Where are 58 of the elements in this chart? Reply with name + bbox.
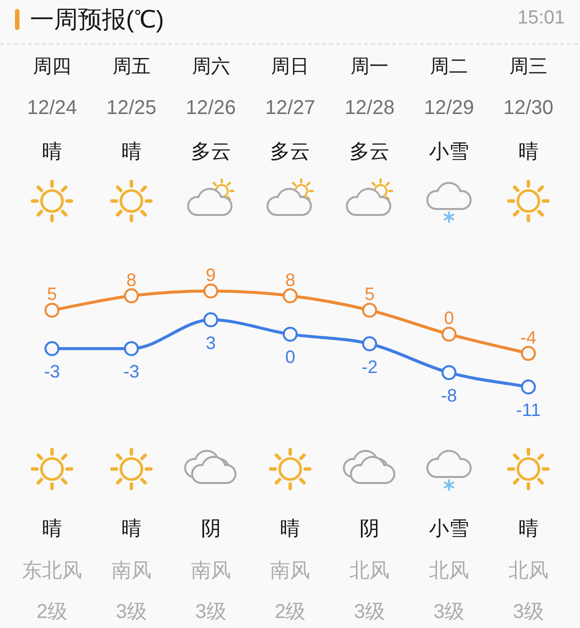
point xyxy=(362,336,378,352)
text: 阴 xyxy=(360,518,380,540)
chart-subtitle: 15:01 xyxy=(517,8,565,28)
text: 北风 xyxy=(350,560,390,582)
text: 晴 xyxy=(121,518,142,540)
data-label: 3 xyxy=(206,332,216,353)
data-label: 5 xyxy=(46,284,58,304)
data-label: 8 xyxy=(126,270,136,290)
x-tick-label: 周五 12/25 晴 xyxy=(106,56,156,163)
point xyxy=(203,312,218,328)
text: 南风 xyxy=(190,560,231,582)
data-label: -3 xyxy=(44,362,60,382)
data-label: 9 xyxy=(206,265,216,285)
text: 3级 xyxy=(116,601,147,623)
text: 2级 xyxy=(274,601,306,623)
data-label: -4 xyxy=(520,327,536,348)
point xyxy=(124,288,139,304)
x-tick-label: 周三 12/30 晴 xyxy=(503,56,554,163)
text: 阴 xyxy=(200,518,221,540)
x-tick-label: 周六 12/26 多云 xyxy=(186,56,236,163)
point xyxy=(203,284,218,298)
text: 晴 xyxy=(280,518,300,540)
point xyxy=(44,341,60,356)
text: 北风 xyxy=(429,560,469,582)
x-tick-label: 周一 12/28 多云 xyxy=(344,56,395,163)
point xyxy=(362,302,378,318)
x-tick-label: 周二 12/29 小雪 xyxy=(424,56,474,163)
text: 3级 xyxy=(433,601,465,623)
data-label: -3 xyxy=(123,362,140,382)
data-label: -8 xyxy=(440,386,458,406)
point xyxy=(520,380,536,394)
data-label: 5 xyxy=(364,284,375,304)
text: 3级 xyxy=(512,601,544,623)
point xyxy=(282,326,298,342)
text: 北风 xyxy=(508,560,548,582)
text: 3级 xyxy=(195,601,226,623)
point xyxy=(44,302,60,318)
chart-title: 一周预报(℃) xyxy=(30,6,164,34)
point xyxy=(442,365,456,380)
text: 南风 xyxy=(111,560,152,582)
data-label: 0 xyxy=(444,308,454,328)
text: 东北风 xyxy=(22,560,82,582)
data-label: 0 xyxy=(285,347,296,368)
text: 南风 xyxy=(270,560,310,582)
text: 3级 xyxy=(354,601,386,623)
text: 晴 xyxy=(518,518,538,540)
x-tick-label: 周日 12/27 多云 xyxy=(265,56,316,163)
point xyxy=(282,288,298,304)
point xyxy=(520,346,536,361)
text: 2级 xyxy=(36,601,68,623)
x-tick-label: 周四 12/24 晴 xyxy=(26,56,78,163)
point xyxy=(442,326,456,342)
point xyxy=(124,341,139,356)
data-label: -2 xyxy=(362,356,378,377)
data-label: -11 xyxy=(516,400,541,420)
data-label: 8 xyxy=(285,270,296,290)
text: 小雪 xyxy=(429,518,469,540)
text: 晴 xyxy=(42,518,62,540)
